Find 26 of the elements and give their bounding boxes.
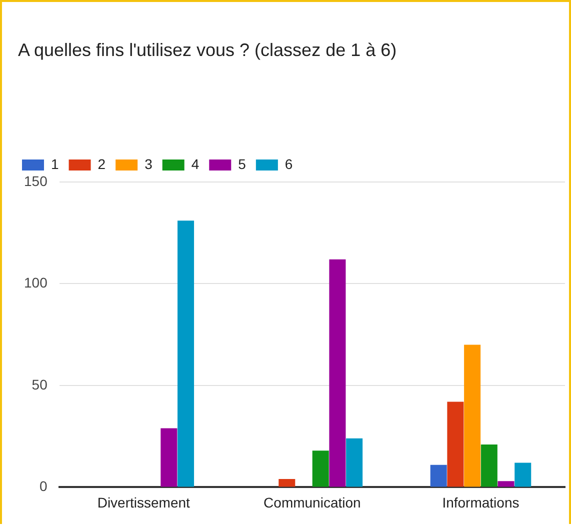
bar xyxy=(430,464,447,487)
chart-title: A quelles fins l'utilisez vous ? (classez de 1 à 6) xyxy=(18,40,397,61)
bar xyxy=(346,438,363,487)
bar xyxy=(160,428,178,487)
bar xyxy=(464,344,481,487)
bar xyxy=(498,481,514,487)
bar xyxy=(278,479,296,487)
bar xyxy=(480,444,498,487)
y-tick-label: 50 xyxy=(32,376,48,392)
bar xyxy=(312,450,329,487)
bar xyxy=(447,402,464,487)
legend-label: 4 xyxy=(191,156,200,172)
legend-label: 6 xyxy=(284,156,293,172)
bar xyxy=(514,462,532,487)
legend-label: 5 xyxy=(238,156,246,172)
bar xyxy=(329,259,346,487)
y-tick-label: 100 xyxy=(24,274,48,291)
legend-label: 1 xyxy=(51,156,59,172)
bar xyxy=(178,220,194,487)
x-tick-label: Divertissement xyxy=(97,494,190,510)
x-tick-label: Communication xyxy=(264,494,361,510)
legend-label: 2 xyxy=(98,156,106,172)
y-tick-label: 150 xyxy=(24,172,48,189)
legend-label: 3 xyxy=(144,156,153,172)
x-tick-label: Informations xyxy=(442,494,520,510)
y-tick-label: 0 xyxy=(40,478,48,494)
